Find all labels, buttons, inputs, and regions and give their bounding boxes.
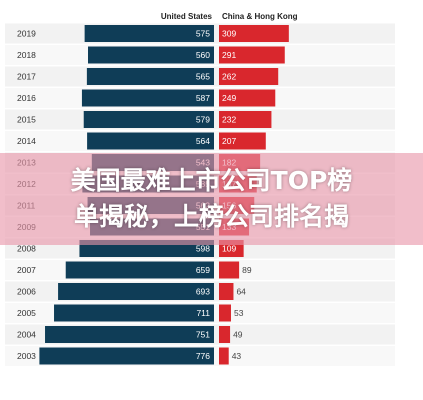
bar-united-states [58, 283, 215, 300]
year-label: 2018 [17, 50, 36, 60]
value-label-china-hong-kong: 207 [222, 136, 236, 146]
bar-united-states [45, 326, 215, 343]
value-label-united-states: 565 [196, 72, 210, 82]
bar-china-hong-kong [219, 111, 272, 128]
bar-china-hong-kong [219, 304, 231, 322]
bar-china-hong-kong [219, 283, 234, 300]
value-label-united-states: 560 [196, 50, 210, 60]
value-label-united-states: 659 [196, 265, 210, 275]
value-label-china-hong-kong: 309 [222, 29, 236, 39]
value-label-china-hong-kong: 64 [236, 287, 246, 297]
year-label: 2004 [17, 330, 36, 340]
value-label-china-hong-kong: 109 [222, 244, 236, 254]
bar-china-hong-kong [219, 68, 279, 85]
value-label-united-states: 579 [196, 115, 210, 125]
bar-china-hong-kong [219, 132, 266, 150]
value-label-united-states: 711 [196, 308, 210, 318]
bar-china-hong-kong [219, 347, 229, 365]
bar-united-states [39, 347, 215, 365]
value-label-united-states: 564 [196, 136, 210, 146]
value-label-united-states: 575 [196, 29, 210, 39]
value-label-china-hong-kong: 262 [222, 72, 236, 82]
value-label-united-states: 598 [196, 244, 210, 254]
year-label: 2008 [17, 244, 36, 254]
value-label-china-hong-kong: 232 [222, 115, 236, 125]
bar-united-states [83, 111, 214, 128]
year-label: 2015 [17, 115, 36, 125]
bar-united-states [81, 89, 214, 107]
value-label-united-states: 693 [196, 287, 210, 297]
year-label: 2006 [17, 287, 36, 297]
bar-china-hong-kong [219, 25, 289, 42]
bar-china-hong-kong [219, 261, 240, 279]
bar-china-hong-kong [219, 46, 285, 64]
legend-united-states: United States [161, 12, 213, 21]
bar-united-states [54, 304, 215, 322]
legend-china-hong-kong: China & Hong Kong [222, 12, 298, 21]
value-label-china-hong-kong: 291 [222, 50, 236, 60]
overlay-title: 美国最难上市公司TOP榜 单揭秘，上榜公司排名揭 [70, 166, 353, 231]
bar-united-states [84, 25, 214, 42]
year-label: 2016 [17, 93, 36, 103]
value-label-china-hong-kong: 53 [234, 308, 244, 318]
value-label-china-hong-kong: 49 [233, 330, 243, 340]
value-label-china-hong-kong: 43 [232, 351, 242, 361]
value-label-united-states: 751 [196, 330, 210, 340]
value-label-china-hong-kong: 249 [222, 93, 236, 103]
title-overlay-band [0, 153, 423, 245]
bar-united-states [86, 68, 214, 85]
value-label-united-states: 776 [196, 351, 210, 361]
bar-united-states [87, 132, 214, 150]
year-label: 2014 [17, 136, 36, 146]
year-label: 2019 [17, 29, 36, 39]
bar-united-states [88, 46, 214, 64]
bar-united-states [65, 261, 214, 279]
value-label-china-hong-kong: 89 [242, 265, 252, 275]
year-label: 2003 [17, 351, 36, 361]
bar-china-hong-kong [219, 89, 276, 107]
bar-china-hong-kong [219, 326, 231, 343]
year-label: 2007 [17, 265, 36, 275]
year-label: 2005 [17, 308, 36, 318]
value-label-united-states: 587 [196, 93, 210, 103]
year-label: 2017 [17, 72, 36, 82]
